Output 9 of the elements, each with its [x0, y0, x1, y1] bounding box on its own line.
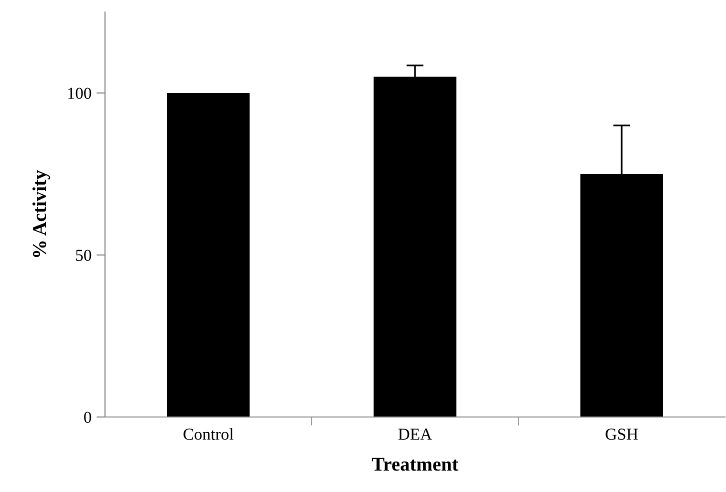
x-tick-label: DEA — [398, 428, 432, 440]
y-tick-label: 50 — [76, 250, 92, 261]
y-tick-label: 0 — [84, 412, 92, 423]
x-tick-label: Control — [184, 428, 234, 440]
y-tick-label: 100 — [68, 88, 92, 99]
x-tick-label: GSH — [606, 428, 638, 440]
x-axis-title: Treatment — [372, 458, 458, 471]
y-axis-title: % Activity — [32, 170, 50, 258]
bar — [167, 93, 250, 417]
